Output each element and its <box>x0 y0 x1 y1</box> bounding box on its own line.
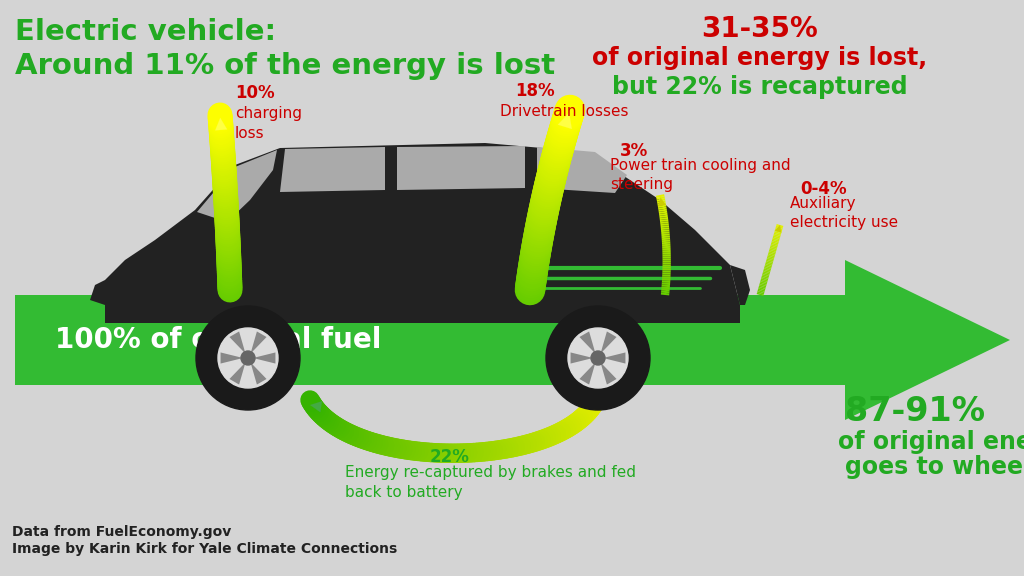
Polygon shape <box>105 305 740 323</box>
Text: 87-91%: 87-91% <box>845 395 985 428</box>
Circle shape <box>568 328 628 388</box>
Polygon shape <box>580 331 596 354</box>
Polygon shape <box>229 362 246 385</box>
Text: goes to wheels: goes to wheels <box>845 455 1024 479</box>
Text: Around 11% of the energy is lost: Around 11% of the energy is lost <box>15 52 555 80</box>
Text: but 22% is recaptured: but 22% is recaptured <box>612 75 908 99</box>
Circle shape <box>241 351 255 365</box>
Text: 22%: 22% <box>430 448 470 466</box>
Polygon shape <box>730 265 750 305</box>
Circle shape <box>591 351 605 365</box>
Text: Data from FuelEconomy.gov: Data from FuelEconomy.gov <box>12 525 231 539</box>
Text: Electric vehicle:: Electric vehicle: <box>15 18 276 46</box>
Text: 100% of original fuel: 100% of original fuel <box>55 326 381 354</box>
Polygon shape <box>580 362 596 385</box>
Polygon shape <box>570 353 593 363</box>
Text: 10%: 10% <box>234 84 274 102</box>
Text: charging
loss: charging loss <box>234 106 302 141</box>
Circle shape <box>218 328 278 388</box>
Text: Image by Karin Kirk for Yale Climate Connections: Image by Karin Kirk for Yale Climate Con… <box>12 542 397 556</box>
Text: of original energy is lost,: of original energy is lost, <box>593 46 928 70</box>
Polygon shape <box>600 331 616 354</box>
Polygon shape <box>251 331 266 354</box>
Polygon shape <box>105 143 740 305</box>
Text: Auxiliary
electricity use: Auxiliary electricity use <box>790 196 898 230</box>
Polygon shape <box>220 353 243 363</box>
Text: Drivetrain losses: Drivetrain losses <box>500 104 629 119</box>
Polygon shape <box>15 260 1010 420</box>
Polygon shape <box>90 280 105 305</box>
Polygon shape <box>603 353 626 363</box>
Polygon shape <box>253 353 275 363</box>
Text: 3%: 3% <box>620 142 648 160</box>
Text: of original energy: of original energy <box>838 430 1024 454</box>
Polygon shape <box>397 146 525 190</box>
Circle shape <box>546 306 650 410</box>
Text: Power train cooling and
steering: Power train cooling and steering <box>610 158 791 192</box>
Text: 18%: 18% <box>515 82 555 100</box>
Polygon shape <box>600 362 616 385</box>
Text: 0-4%: 0-4% <box>800 180 847 198</box>
Polygon shape <box>229 331 246 354</box>
Polygon shape <box>251 362 266 385</box>
Polygon shape <box>537 147 627 193</box>
Circle shape <box>196 306 300 410</box>
Polygon shape <box>280 147 385 192</box>
Polygon shape <box>197 150 278 222</box>
Text: 31-35%: 31-35% <box>701 15 818 43</box>
Text: Energy re-captured by brakes and fed
back to battery: Energy re-captured by brakes and fed bac… <box>345 465 636 500</box>
